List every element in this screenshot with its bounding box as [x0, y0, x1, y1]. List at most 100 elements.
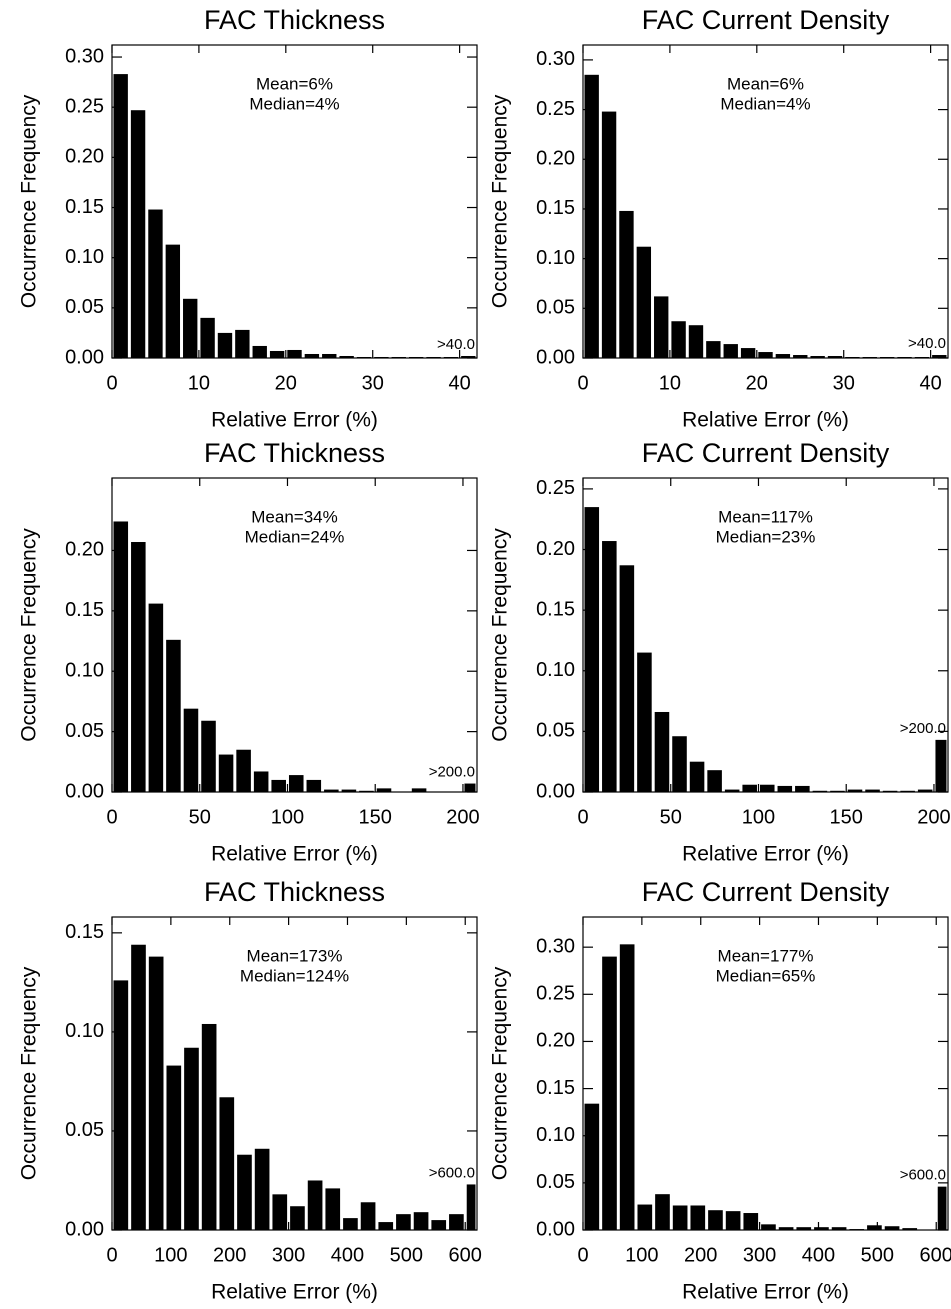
mean-annotation: Mean=173%	[247, 946, 343, 965]
bar	[304, 353, 320, 358]
bar	[466, 1184, 476, 1230]
bar	[637, 1204, 653, 1230]
bar	[601, 111, 617, 358]
panel-title: FAC Current Density	[642, 5, 890, 35]
y-tick-label: 0.10	[536, 659, 575, 681]
bar	[148, 209, 163, 358]
bar	[271, 779, 286, 792]
y-axis-label: Occurrence Frequency	[18, 94, 41, 308]
axes-frame	[111, 44, 478, 359]
mean-annotation: Mean=117%	[718, 507, 813, 526]
bar	[935, 739, 947, 792]
y-tick-label: 0.05	[65, 720, 104, 742]
y-axis-label: Occurrence Frequency	[489, 528, 512, 742]
y-tick-label: 0.05	[65, 1119, 104, 1141]
overflow-label: >200.0	[429, 764, 475, 781]
x-tick-label: 30	[362, 372, 384, 394]
bar	[742, 784, 757, 792]
y-tick-label: 0.30	[65, 45, 104, 67]
bar	[708, 1210, 723, 1230]
y-tick-label: 0.00	[536, 780, 575, 802]
bar	[254, 1148, 270, 1230]
bar	[183, 708, 199, 792]
y-axis-label: Occurrence Frequency	[489, 94, 512, 308]
y-tick-label: 0.15	[536, 197, 575, 219]
bar	[184, 1047, 199, 1230]
bar	[201, 1023, 217, 1230]
bar	[619, 210, 634, 358]
bar	[464, 783, 476, 792]
bar	[165, 244, 181, 358]
bar	[113, 980, 129, 1230]
x-tick-label: 400	[802, 1244, 835, 1266]
x-tick-label: 30	[833, 372, 855, 394]
bar	[672, 1205, 688, 1230]
panel-title: FAC Thickness	[204, 877, 385, 907]
mean-annotation: Mean=177%	[718, 946, 814, 965]
panel-title: FAC Thickness	[204, 5, 385, 35]
x-tick-label: 200	[213, 1244, 246, 1266]
bar	[325, 1188, 341, 1230]
bar	[671, 321, 686, 358]
bar	[917, 789, 933, 792]
y-tick-label: 0.05	[536, 297, 575, 319]
bar	[131, 542, 146, 792]
mean-annotation: Mean=34%	[251, 507, 337, 526]
bar	[218, 754, 234, 792]
x-tick-label: 300	[743, 1244, 776, 1266]
overflow-label: >40.0	[437, 336, 475, 353]
bar	[793, 355, 808, 358]
median-annotation: Median=124%	[240, 966, 349, 985]
bar	[831, 1227, 847, 1230]
x-tick-label: 200	[446, 806, 479, 828]
overflow-label: >200.0	[900, 720, 946, 737]
y-tick-label: 0.20	[65, 539, 104, 561]
bar	[812, 790, 828, 792]
bar	[201, 720, 216, 792]
bar	[324, 789, 339, 792]
median-annotation: Median=4%	[249, 94, 339, 113]
y-tick-label: 0.25	[536, 477, 575, 499]
bar	[882, 790, 898, 792]
y-tick-label: 0.10	[536, 1124, 575, 1146]
bar	[724, 789, 740, 792]
bar	[235, 329, 250, 358]
mean-annotation: Mean=6%	[256, 74, 333, 93]
x-axis-label: Relative Error (%)	[211, 843, 378, 866]
bar	[269, 350, 285, 358]
panel-title: FAC Current Density	[642, 877, 890, 907]
bar	[341, 789, 357, 792]
y-tick-label: 0.15	[65, 921, 104, 943]
bar	[306, 779, 322, 792]
bar	[796, 1227, 812, 1230]
y-tick-label: 0.20	[536, 148, 575, 170]
bar	[867, 1225, 882, 1230]
axes-frame	[582, 477, 949, 793]
y-tick-label: 0.00	[65, 780, 104, 802]
bar	[884, 1226, 900, 1230]
bar	[113, 74, 128, 358]
bar	[690, 1205, 706, 1230]
axes-frame	[582, 916, 949, 1231]
bar	[637, 652, 652, 792]
bar	[602, 956, 617, 1230]
bar	[166, 1065, 182, 1230]
x-tick-label: 50	[189, 806, 211, 828]
y-tick-label: 0.00	[536, 346, 575, 368]
y-tick-label: 0.25	[536, 98, 575, 120]
y-tick-label: 0.10	[65, 660, 104, 682]
bar	[865, 789, 880, 792]
x-tick-label: 150	[359, 806, 392, 828]
bar	[360, 1202, 376, 1230]
x-tick-label: 40	[919, 372, 941, 394]
x-axis-label: Relative Error (%)	[211, 1281, 378, 1304]
y-tick-label: 0.10	[65, 246, 104, 268]
overflow-label: >600.0	[429, 1164, 475, 1181]
bar	[810, 356, 825, 358]
bar	[706, 341, 721, 358]
bar	[619, 565, 635, 792]
median-annotation: Median=4%	[720, 94, 810, 113]
y-tick-label: 0.20	[536, 538, 575, 560]
bar	[307, 1180, 323, 1230]
